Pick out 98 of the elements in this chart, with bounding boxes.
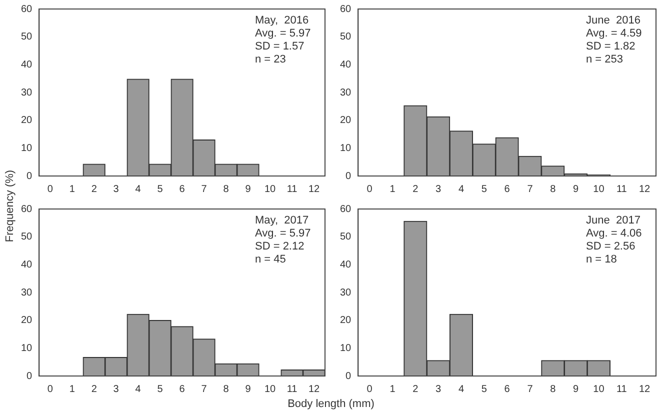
x-tick-label: 7	[201, 184, 208, 195]
x-tick-label: 6	[179, 384, 186, 395]
y-tick-label: 10	[21, 342, 33, 354]
x-tick-label: 12	[308, 384, 320, 395]
y-tick-label: 0	[346, 370, 352, 382]
y-tick-label: 60	[340, 4, 352, 15]
x-tick-label: 2	[91, 384, 98, 395]
annotation: n = 45	[255, 254, 286, 266]
annotation: Avg. = 4.59	[586, 28, 642, 40]
annotation: n = 18	[586, 254, 617, 266]
x-tick-label: 10	[593, 384, 605, 395]
x-tick-label: 5	[157, 384, 164, 395]
x-tick-label: 3	[436, 184, 442, 195]
x-tick-label: 4	[458, 384, 464, 395]
y-tick-label: 60	[340, 204, 352, 215]
y-tick-label: 10	[340, 142, 352, 154]
x-tick-label: 11	[286, 384, 298, 395]
annotation: SD = 2.56	[586, 240, 636, 253]
x-tick-label: 4	[135, 384, 142, 395]
y-tick-label: 60	[21, 204, 33, 215]
x-tick-label: 0	[47, 384, 54, 395]
x-tick-label: 11	[616, 184, 628, 195]
annotation: n = 23	[255, 54, 286, 66]
y-tick-label: 50	[21, 232, 33, 243]
x-tick-label: 12	[638, 384, 651, 395]
annotation: Avg. = 5.97	[255, 228, 311, 240]
x-tick-label: 12	[308, 184, 320, 195]
y-tick-label: 30	[21, 87, 33, 98]
y-tick-label: 10	[340, 342, 352, 354]
y-tick-label: 0	[346, 170, 352, 182]
x-tick-label: 10	[264, 184, 276, 195]
y-tick-label: 0	[26, 370, 33, 382]
x-tick-label: 8	[223, 384, 230, 395]
y-tick-label: 20	[340, 115, 352, 126]
annotation: June 2016	[586, 14, 640, 27]
x-tick-label: 4	[135, 184, 142, 195]
y-tick-label: 40	[21, 59, 33, 70]
x-tick-label: 12	[638, 184, 651, 195]
annotation: Avg. = 4.06	[586, 228, 642, 240]
x-tick-label: 1	[69, 384, 76, 395]
y-tick-label: 30	[340, 87, 352, 98]
x-tick-label: 7	[201, 384, 208, 395]
x-tick-label: 9	[245, 184, 252, 195]
x-tick-label: 9	[573, 184, 580, 195]
y-axis-title: Frequency (%)	[4, 168, 16, 244]
annotation: Avg. = 5.97	[255, 28, 311, 40]
x-tick-label: 2	[412, 384, 419, 395]
y-tick-label: 40	[21, 259, 33, 270]
y-tick-label: 60	[21, 4, 33, 15]
x-tick-label: 1	[390, 184, 396, 195]
y-tick-label: 40	[340, 259, 352, 270]
x-tick-label: 0	[366, 384, 373, 395]
x-tick-label: 1	[390, 384, 396, 395]
y-tick-label: 10	[21, 142, 33, 154]
y-tick-label: 50	[340, 32, 352, 43]
x-tick-label: 11	[286, 184, 298, 195]
x-tick-label: 8	[550, 184, 556, 195]
y-tick-label: 20	[21, 115, 33, 126]
y-tick-label: 30	[21, 287, 33, 298]
x-tick-label: 7	[527, 384, 534, 395]
x-tick-label: 0	[47, 184, 54, 195]
y-tick-label: 40	[340, 59, 352, 70]
x-axis-title: Body length (mm)	[286, 398, 376, 410]
x-tick-label: 6	[179, 184, 186, 195]
x-tick-label: 4	[458, 184, 464, 195]
annotation: May, 2017	[255, 214, 309, 227]
x-tick-label: 3	[436, 384, 442, 395]
x-tick-label: 8	[550, 384, 556, 395]
x-tick-label: 7	[527, 184, 534, 195]
annotation: May, 2016	[255, 14, 309, 27]
annotation: June 2017	[586, 214, 640, 227]
y-tick-label: 50	[21, 32, 33, 43]
x-tick-label: 5	[481, 184, 488, 195]
y-tick-label: 20	[340, 315, 352, 326]
x-tick-label: 10	[593, 184, 605, 195]
annotation: SD = 1.57	[255, 40, 304, 53]
x-tick-label: 10	[264, 384, 276, 395]
x-tick-label: 3	[113, 384, 120, 395]
x-tick-label: 5	[481, 384, 488, 395]
y-tick-label: 20	[21, 315, 33, 326]
x-tick-label: 5	[157, 184, 164, 195]
y-tick-label: 0	[26, 170, 33, 182]
x-tick-label: 6	[504, 184, 510, 195]
x-tick-label: 2	[91, 184, 98, 195]
x-tick-label: 8	[223, 184, 230, 195]
x-tick-label: 11	[616, 384, 628, 395]
annotation: SD = 1.82	[586, 40, 636, 53]
x-tick-label: 0	[366, 184, 373, 195]
x-tick-label: 9	[245, 384, 252, 395]
annotation: n = 253	[586, 54, 624, 66]
x-tick-label: 9	[573, 384, 580, 395]
x-tick-label: 3	[113, 184, 120, 195]
y-tick-label: 30	[340, 287, 352, 298]
x-tick-label: 6	[504, 384, 510, 395]
annotation: SD = 2.12	[255, 240, 304, 253]
y-tick-label: 50	[340, 232, 352, 243]
x-tick-label: 1	[69, 184, 76, 195]
x-tick-label: 2	[412, 184, 419, 195]
